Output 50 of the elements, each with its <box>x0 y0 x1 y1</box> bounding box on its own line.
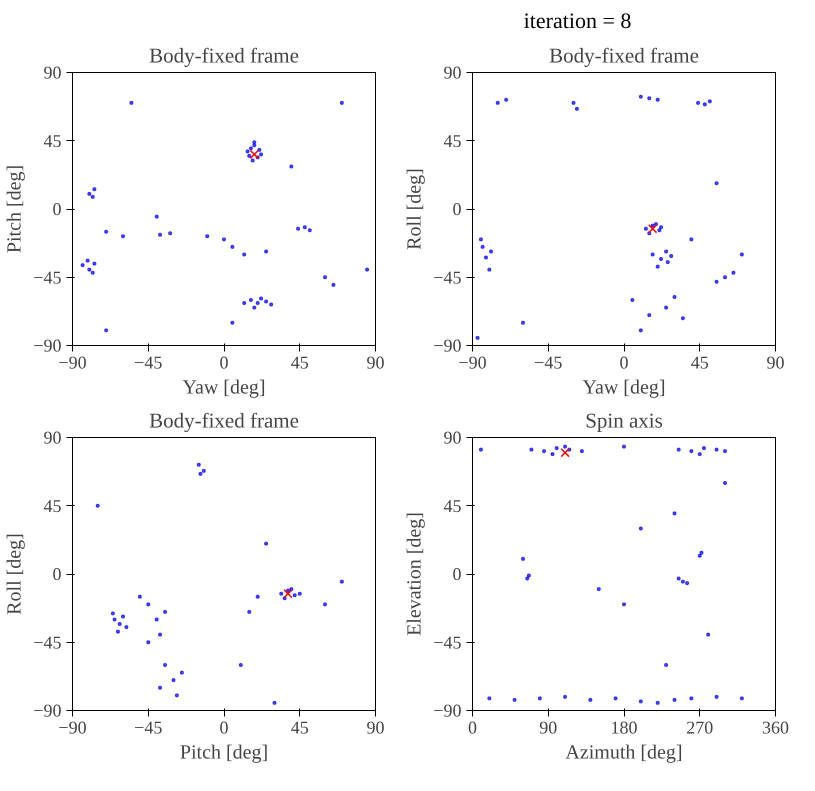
x-tick-label: 45 <box>690 352 709 372</box>
y-tick-label: 0 <box>52 564 62 584</box>
y-tick-label: 0 <box>52 199 62 219</box>
y-tick-label: −45 <box>33 632 62 652</box>
y-tick-label: 90 <box>444 62 462 82</box>
y-tick-label: −90 <box>33 336 62 356</box>
x-tick-label: 0 <box>620 352 628 372</box>
x-axis-title: Azimuth [deg] <box>565 742 683 764</box>
y-tick-label: −45 <box>433 632 462 652</box>
y-tick-label: −45 <box>33 267 62 288</box>
y-tick-label: −45 <box>433 267 462 288</box>
y-tick-label: 90 <box>44 62 62 82</box>
y-tick-label: 45 <box>444 130 462 151</box>
y-tick-label: 0 <box>452 199 462 219</box>
y-tick-label: −90 <box>433 336 462 356</box>
x-tick-label: 90 <box>366 352 384 372</box>
x-tick-label: 0 <box>468 718 477 738</box>
x-axis-title: Yaw [deg] <box>582 376 666 398</box>
x-tick-label: 45 <box>290 352 309 372</box>
y-tick-label: 0 <box>452 564 462 584</box>
x-tick-label: 180 <box>610 718 638 738</box>
y-axis-title: Elevation [deg] <box>403 512 426 636</box>
y-axis-title: Pitch [deg] <box>3 164 26 254</box>
x-tick-label: 0 <box>220 352 228 372</box>
x-tick-label: −45 <box>134 718 162 738</box>
x-tick-label: 90 <box>539 718 558 738</box>
x-tick-label: −45 <box>534 352 562 372</box>
text: iteration = 8 <box>524 7 632 35</box>
y-tick-label: 45 <box>444 496 462 516</box>
y-tick-label: 90 <box>44 428 62 448</box>
chart-title: Body-fixed frame <box>149 44 299 68</box>
y-axis-title: Roll [deg] <box>3 533 26 615</box>
x-tick-label: −45 <box>134 352 162 372</box>
x-tick-label: 270 <box>686 718 714 738</box>
x-axis-title: Yaw [deg] <box>182 376 266 398</box>
x-tick-label: 360 <box>762 718 789 738</box>
chart-title: Spin axis <box>585 408 663 432</box>
y-tick-label: 90 <box>444 428 462 448</box>
x-tick-label: 90 <box>766 352 784 372</box>
x-axis-title: Pitch [deg] <box>180 742 268 764</box>
y-tick-label: −90 <box>33 700 62 720</box>
y-tick-label: 45 <box>44 130 62 151</box>
chart-title: Body-fixed frame <box>149 408 299 432</box>
chart-title: Body-fixed frame <box>549 44 699 68</box>
x-tick-label: 90 <box>366 718 384 738</box>
x-tick-label: 0 <box>220 718 228 738</box>
x-tick-label: 45 <box>290 718 309 738</box>
y-tick-label: −90 <box>433 700 462 720</box>
y-axis-title: Roll [deg] <box>403 168 426 250</box>
y-tick-label: 45 <box>44 496 62 516</box>
